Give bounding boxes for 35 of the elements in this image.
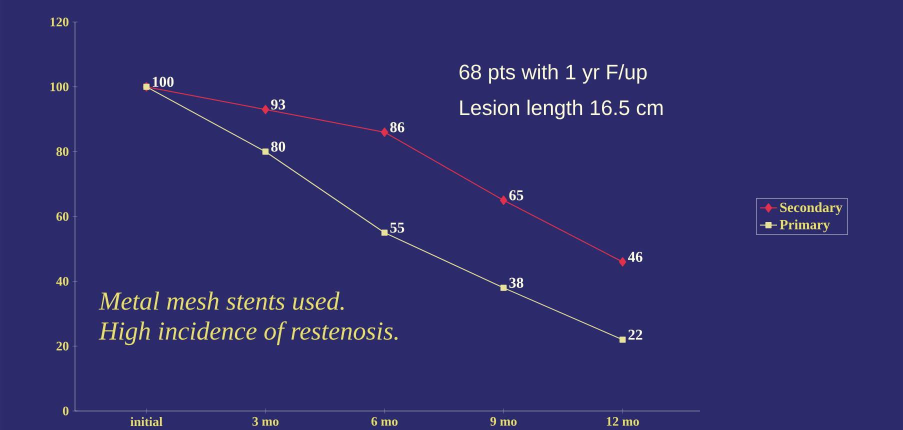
- x-tick-label: 9 mo: [490, 417, 517, 426]
- point: [262, 104, 270, 114]
- annotation: Metal mesh stents used.: [98, 292, 344, 310]
- y-tick-label: 40: [56, 276, 68, 286]
- annotation: 68 pts with 1 yr F/up: [460, 64, 647, 84]
- y-tick-label: 80: [56, 147, 68, 156]
- legend-label: Secondary: [780, 202, 842, 216]
- point: [620, 336, 626, 343]
- y-tick-label: 100: [50, 82, 68, 92]
- data-label: 93: [271, 99, 286, 110]
- y-tick-label: 120: [50, 18, 68, 26]
- data-label: 55: [390, 222, 404, 233]
- data-label: 46: [628, 252, 642, 262]
- annotation: Lesion length 16.5 cm: [460, 100, 663, 120]
- point: [380, 128, 388, 137]
- point: [262, 148, 269, 155]
- legend-label: Primary: [780, 219, 830, 232]
- x-tick-label: 3 mo: [252, 417, 279, 426]
- data-label: 80: [271, 142, 286, 152]
- y-tick-label: 0: [62, 406, 68, 416]
- data-label: 22: [628, 330, 642, 340]
- data-label: 65: [509, 190, 524, 200]
- point: [381, 230, 388, 236]
- point: [618, 257, 626, 267]
- x-tick-label: 6 mo: [371, 417, 398, 426]
- annotation: High incidence of restenosis.: [98, 321, 398, 346]
- data-label: 38: [509, 278, 524, 288]
- data-label: 86: [390, 122, 404, 132]
- data-label: 100: [152, 76, 174, 87]
- y-tick-label: 20: [56, 342, 68, 351]
- x-tick-label: initial: [130, 417, 162, 426]
- y-tick-label: 60: [56, 212, 68, 221]
- point: [500, 196, 508, 205]
- x-tick-label: 12 mo: [606, 417, 639, 426]
- point: [500, 284, 507, 291]
